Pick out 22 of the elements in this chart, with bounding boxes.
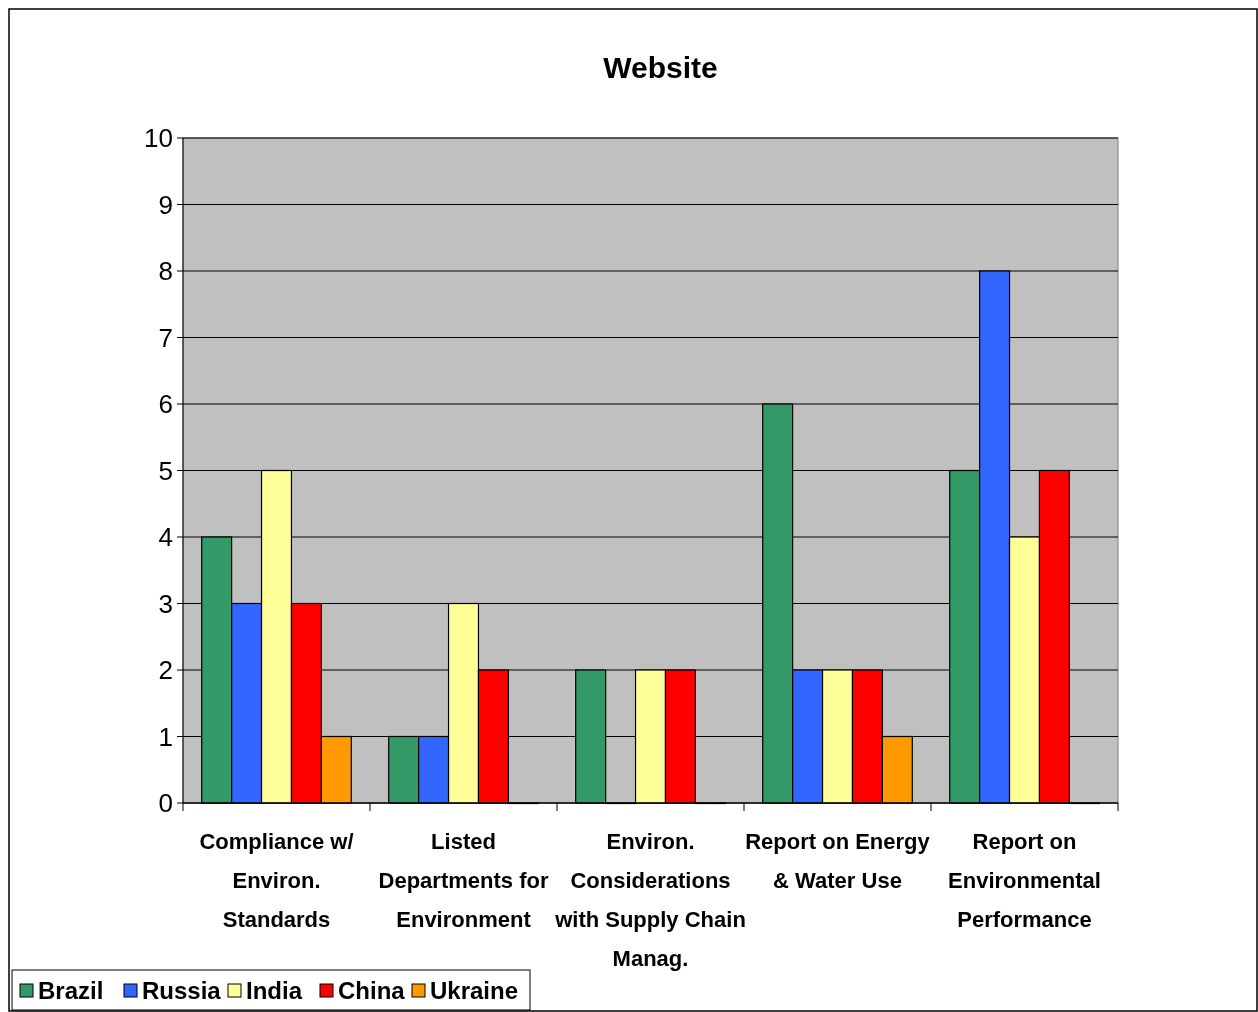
y-tick-label: 2 [158, 655, 173, 686]
y-tick-label: 5 [158, 455, 173, 486]
x-tick-label: Compliance w/ Environ. Standards [199, 829, 354, 932]
y-tick-label: 3 [158, 588, 173, 619]
y-tick-label: 10 [144, 123, 173, 154]
y-tick-label: 6 [158, 389, 173, 420]
y-tick-label: 1 [158, 721, 173, 752]
legend-label: China [338, 977, 406, 1004]
y-tick-label: 7 [158, 322, 173, 353]
y-tick-label: 0 [158, 788, 173, 819]
x-tick-label: Environ. Considerations with Supply Chain Manag. [554, 829, 746, 971]
x-tick-label: Report on Energy & Water Use [745, 829, 931, 893]
legend-label: India [246, 977, 303, 1004]
legend-label: Russia [142, 977, 222, 1004]
legend-label: Ukraine [430, 977, 519, 1004]
legend-label: Brazil [38, 977, 104, 1004]
chart-title: Website [603, 51, 718, 84]
x-tick-label: Report on Environmental Performance [948, 829, 1101, 932]
y-tick-label: 9 [158, 189, 173, 220]
y-tick-label: 4 [158, 522, 173, 553]
x-tick-label: Listed Departments for Environment [378, 829, 549, 932]
y-tick-label: 8 [158, 256, 173, 287]
